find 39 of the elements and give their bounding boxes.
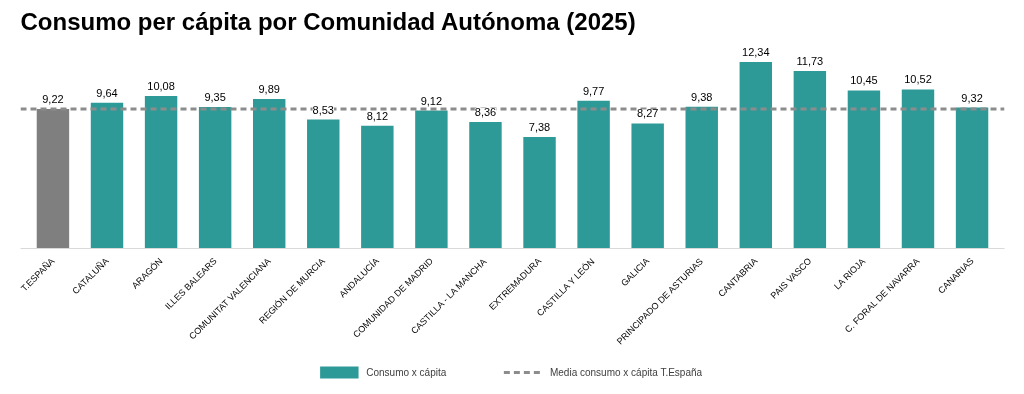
bar: [415, 110, 448, 249]
bar: [739, 61, 773, 249]
bar: [901, 89, 935, 249]
data-label: 10,08: [147, 80, 175, 93]
bar: [469, 122, 502, 249]
data-label: 9,89: [258, 82, 280, 95]
bar: [361, 125, 394, 249]
bar: [523, 136, 556, 249]
bar: [307, 119, 340, 249]
data-label: 9,22: [42, 93, 64, 106]
data-label: 9,38: [691, 90, 713, 103]
bar: [955, 107, 989, 249]
bar: [793, 71, 827, 249]
data-label: 9,12: [420, 94, 443, 107]
data-label: 9,77: [582, 84, 605, 97]
bar: [144, 96, 178, 249]
bar: [90, 102, 124, 249]
data-label: 8,53: [312, 103, 334, 116]
data-label: 8,12: [366, 109, 389, 122]
data-label: 8,36: [474, 106, 497, 119]
bar: [198, 107, 232, 249]
data-label: 9,32: [961, 91, 983, 104]
chart-title: Consumo per cápita por Comunidad Autónoma (2025): [20, 7, 636, 35]
data-label: 9,64: [96, 86, 118, 99]
data-label: 10,45: [850, 74, 878, 87]
bar: [847, 90, 881, 249]
legend-label: Media consumo x cápita T.España: [549, 367, 703, 378]
data-label: 10,52: [904, 73, 932, 86]
bar: [685, 106, 718, 249]
bar: [252, 98, 286, 249]
data-label: 12,34: [742, 45, 770, 58]
data-label: 7,38: [528, 120, 551, 133]
bar: [631, 123, 664, 249]
bar: [36, 109, 70, 249]
data-label: 11,73: [796, 55, 824, 68]
legend-label: Consumo x cápita: [366, 367, 447, 378]
data-label: 9,35: [204, 91, 226, 104]
bar: [577, 100, 610, 249]
data-label: 8,27: [636, 107, 659, 120]
